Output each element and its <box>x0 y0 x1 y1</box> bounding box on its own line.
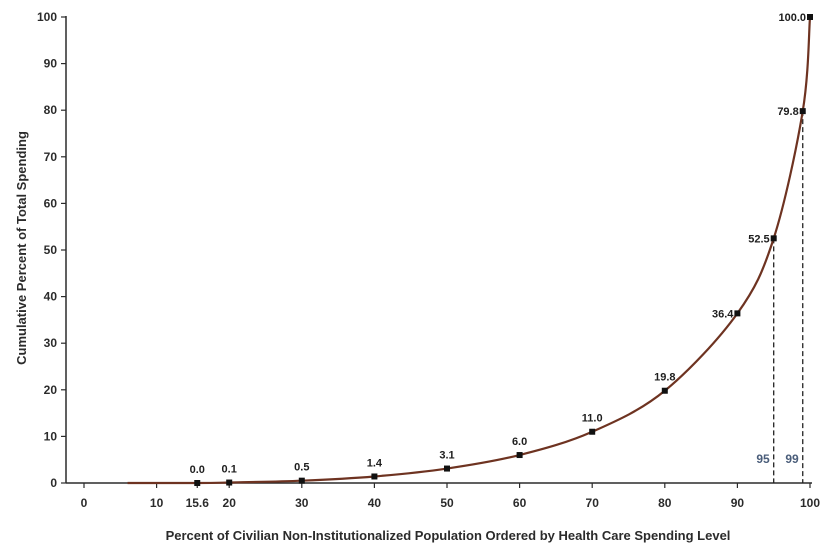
data-point-label: 100.0 <box>778 12 806 24</box>
x-tick-label: 50 <box>440 496 454 510</box>
y-tick-label: 30 <box>44 336 58 350</box>
y-axis-ticks: 0 10 20 30 40 50 60 70 80 90 100 <box>37 10 66 490</box>
data-point <box>799 108 806 115</box>
y-tick-label: 10 <box>44 429 58 443</box>
guide-labels: 95 99 <box>756 452 799 466</box>
y-tick-label: 100 <box>37 10 57 24</box>
data-point <box>589 428 596 435</box>
guide-label: 99 <box>785 452 799 466</box>
x-tick-label: 10 <box>150 496 164 510</box>
guide-lines <box>773 111 804 483</box>
y-tick-label: 90 <box>44 57 58 71</box>
data-point <box>661 387 668 394</box>
data-point-label: 0.5 <box>294 462 309 474</box>
x-tick-label: 100 <box>800 496 820 510</box>
data-point-label: 3.1 <box>439 450 454 462</box>
y-tick-label: 20 <box>44 383 58 397</box>
data-point <box>194 480 201 486</box>
data-point-label: 0.1 <box>222 464 237 476</box>
cumulative-curve <box>127 16 812 485</box>
x-tick-label: 60 <box>513 496 527 510</box>
y-tick-label: 0 <box>50 476 57 490</box>
x-axis-ticks: 0 10 15.6 20 30 40 50 60 70 80 90 100 <box>81 483 820 510</box>
data-point-label: 6.0 <box>512 436 527 448</box>
data-point <box>807 14 813 20</box>
y-tick-label: 70 <box>44 150 58 164</box>
y-axis-label: Cumulative Percent of Total Spending <box>14 131 29 365</box>
data-point <box>226 479 233 486</box>
y-tick-label: 40 <box>44 290 58 304</box>
data-point-label: 79.8 <box>777 106 798 118</box>
y-tick-label: 60 <box>44 196 58 210</box>
data-point-label: 19.8 <box>654 372 675 384</box>
data-point-label: 36.4 <box>712 308 734 320</box>
x-axis-label: Percent of Civilian Non-Institutionalize… <box>166 528 731 543</box>
data-point-label: 11.0 <box>582 413 603 425</box>
y-tick-label: 80 <box>44 103 58 117</box>
data-point <box>516 452 523 459</box>
x-tick-label: 90 <box>731 496 745 510</box>
x-tick-label: 15.6 <box>186 496 210 510</box>
data-point <box>734 310 741 317</box>
y-tick-label: 50 <box>44 243 58 257</box>
data-point <box>444 465 450 472</box>
data-point <box>371 473 378 480</box>
data-point-label: 52.5 <box>748 233 769 245</box>
data-point <box>770 235 777 242</box>
data-point-label: 0.0 <box>190 464 205 476</box>
data-point-label: 1.4 <box>367 457 383 469</box>
x-tick-label: 20 <box>223 496 237 510</box>
guide-label: 95 <box>756 452 770 466</box>
x-tick-label: 80 <box>658 496 672 510</box>
x-tick-label: 70 <box>586 496 600 510</box>
data-point <box>298 477 305 484</box>
x-tick-label: 30 <box>295 496 309 510</box>
x-tick-label: 40 <box>368 496 382 510</box>
x-tick-label: 0 <box>81 496 88 510</box>
data-points: 0.0 0.1 0.5 1.4 3.1 6.0 11.0 19.8 36.4 52.5 79.8 10… <box>190 12 813 486</box>
